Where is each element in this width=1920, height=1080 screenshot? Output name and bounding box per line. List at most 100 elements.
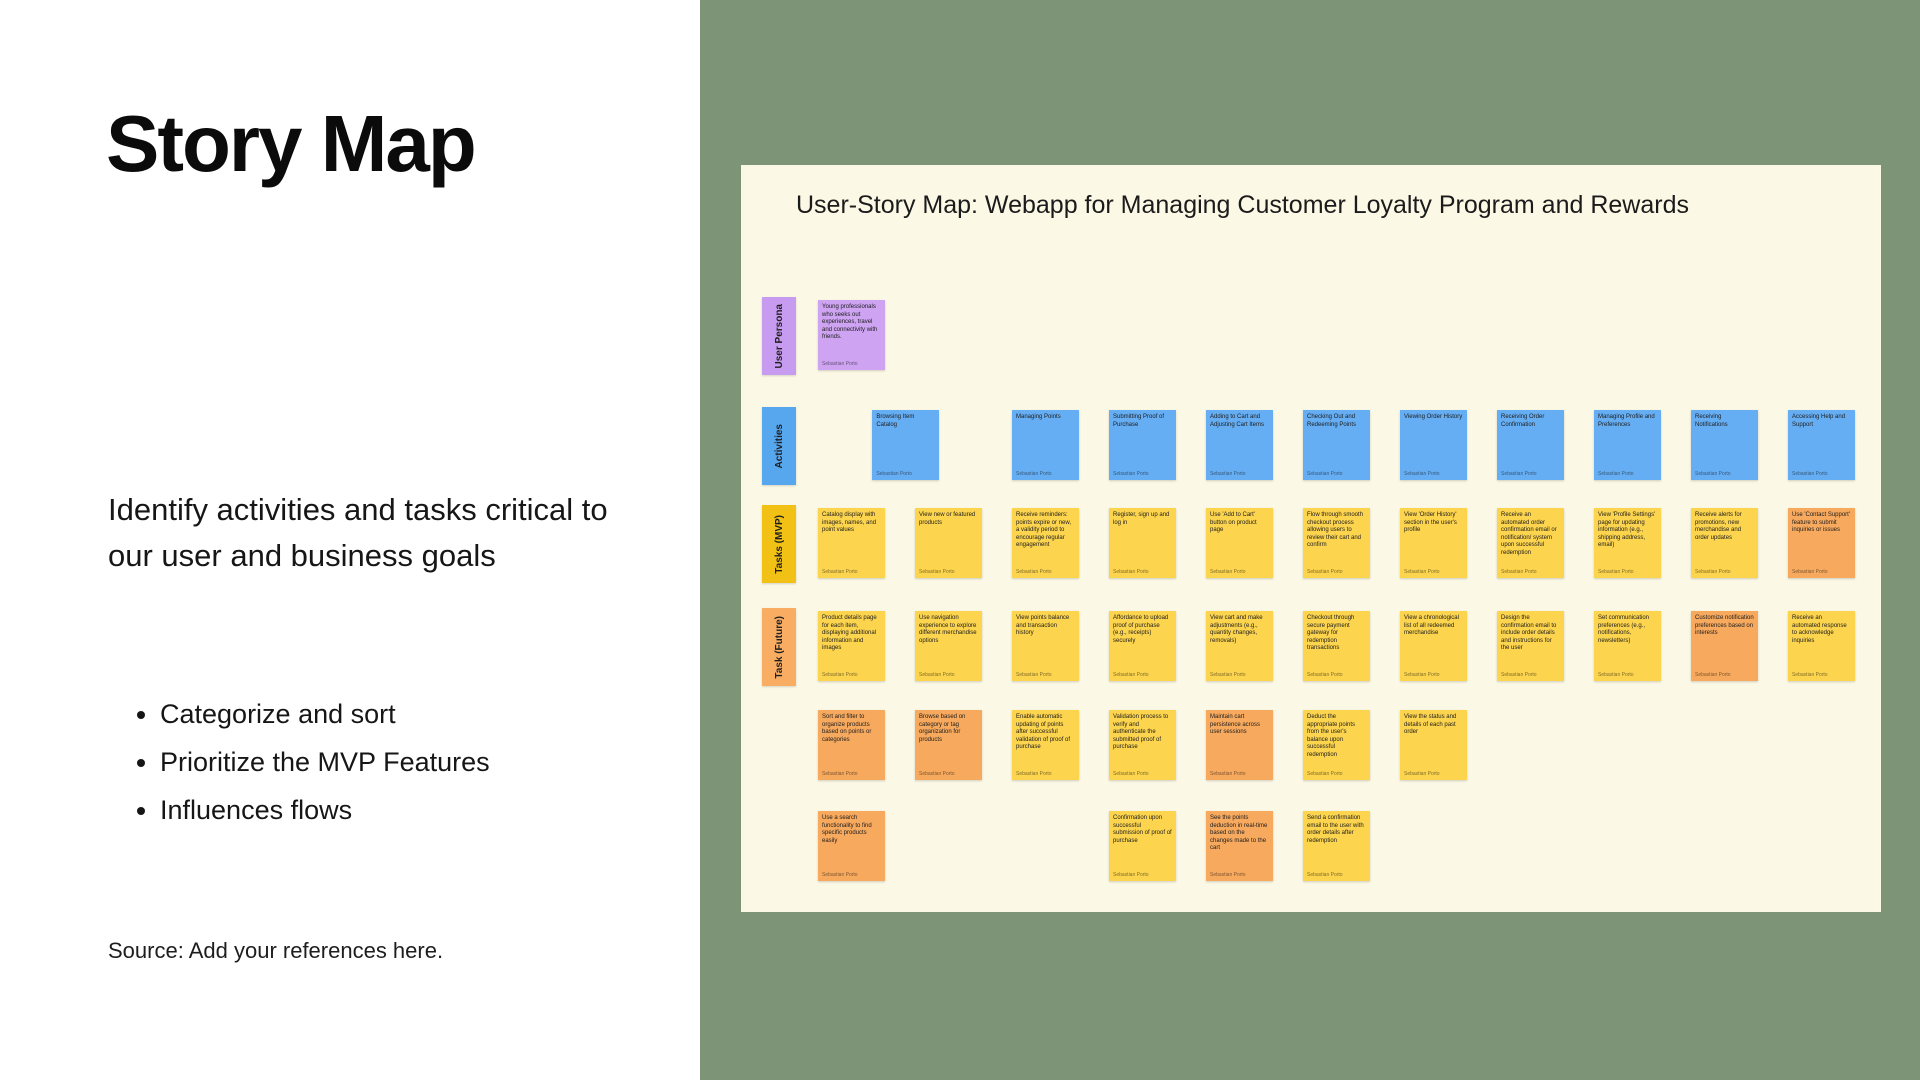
- sticky-note[interactable]: Use navigation experience to explore dif…: [915, 611, 982, 681]
- sticky-note[interactable]: View new or featured products Sebastian P…: [915, 508, 982, 578]
- sticky-note[interactable]: View points balance and transaction hist…: [1012, 611, 1079, 681]
- sticky-note-text: Register, sign up and log in: [1113, 512, 1170, 526]
- sticky-note[interactable]: Young professionals who seeks out experi…: [818, 300, 885, 370]
- row-label-user-persona[interactable]: User Persona: [762, 297, 796, 375]
- sticky-note-text: Deduct the appropriate points from the u…: [1307, 714, 1356, 758]
- sticky-note-author: Sebastian Porto: [1501, 672, 1537, 678]
- sticky-note[interactable]: Flow through smooth checkout process all…: [1303, 508, 1370, 578]
- sticky-note-author: Sebastian Porto: [1695, 569, 1731, 575]
- sticky-note[interactable]: Send a confirmation email to the user wi…: [1303, 811, 1370, 881]
- source-note: Source: Add your references here.: [108, 938, 444, 963]
- sticky-note[interactable]: Use a search functionality to find speci…: [818, 811, 885, 881]
- sticky-note[interactable]: Use 'Contact Support' feature to submit …: [1788, 508, 1855, 578]
- sticky-note[interactable]: View a chronological list of all redeeme…: [1400, 611, 1467, 681]
- sticky-note[interactable]: View cart and make adjustments (e.g., qu…: [1206, 611, 1273, 681]
- sticky-note[interactable]: Customize notification preferences based…: [1691, 611, 1758, 681]
- sticky-note-text: View 'Profile Settings' page for updatin…: [1598, 512, 1656, 548]
- sticky-note-author: Sebastian Porto: [1307, 771, 1343, 777]
- sticky-note[interactable]: Adding to Cart and Adjusting Cart Items S…: [1206, 410, 1273, 480]
- sticky-note-text: Use a search functionality to find speci…: [822, 815, 872, 844]
- sticky-note[interactable]: Receive alerts for promotions, new merch…: [1691, 508, 1758, 578]
- sticky-note-author: Sebastian Porto: [822, 872, 858, 878]
- row-label-task-future[interactable]: Task (Future): [762, 608, 796, 686]
- sticky-note-text: Checking Out and Redeeming Points: [1307, 414, 1357, 428]
- sticky-note[interactable]: Managing Profile and Preferences Sebastia…: [1594, 410, 1661, 480]
- sticky-note[interactable]: Design the confirmation email to include…: [1497, 611, 1564, 681]
- sticky-note[interactable]: Register, sign up and log in Sebastian Po…: [1109, 508, 1176, 578]
- sticky-note-author: Sebastian Porto: [1016, 771, 1052, 777]
- sticky-note[interactable]: Enable automatic updating of points afte…: [1012, 710, 1079, 780]
- sticky-note[interactable]: Receive an automated order confirmation …: [1497, 508, 1564, 578]
- sticky-note[interactable]: See the points deduction in real-time ba…: [1206, 811, 1273, 881]
- sticky-note-text: See the points deduction in real-time ba…: [1210, 815, 1268, 851]
- sticky-note-author: Sebastian Porto: [822, 672, 858, 678]
- sticky-note-author: Sebastian Porto: [1404, 771, 1440, 777]
- sticky-note[interactable]: Submitting Proof of Purchase Sebastian Po…: [1109, 410, 1176, 480]
- sticky-note-author: Sebastian Porto: [1307, 672, 1343, 678]
- sticky-note-author: Sebastian Porto: [1016, 569, 1052, 575]
- sticky-note-author: Sebastian Porto: [1113, 569, 1149, 575]
- bullet-item: Influences flows: [160, 791, 490, 830]
- sticky-note-text: Design the confirmation email to include…: [1501, 615, 1557, 651]
- sticky-note[interactable]: Confirmation upon successful submission …: [1109, 811, 1176, 881]
- bullet-list: Categorize and sort Prioritize the MVP F…: [138, 695, 490, 839]
- sticky-note-text: Browsing Item Catalog: [876, 414, 915, 428]
- sticky-note[interactable]: Receive reminders: points expire or new,…: [1012, 508, 1079, 578]
- sticky-note[interactable]: Set communication preferences (e.g., not…: [1594, 611, 1661, 681]
- sticky-note-author: Sebastian Porto: [1113, 872, 1149, 878]
- sticky-note-text: Enable automatic updating of points afte…: [1016, 714, 1071, 750]
- sticky-note-author: Sebastian Porto: [822, 361, 858, 367]
- sticky-note[interactable]: Accessing Help and Support Sebastian Port…: [1788, 410, 1855, 480]
- sticky-note[interactable]: Use 'Add to Cart' button on product page…: [1206, 508, 1273, 578]
- sticky-note-text: Set communication preferences (e.g., not…: [1598, 615, 1650, 644]
- sticky-note-text: Managing Points: [1016, 414, 1061, 420]
- sticky-note[interactable]: Viewing Order History Sebastian Porto: [1400, 410, 1467, 480]
- row-label-tasks-mvp[interactable]: Tasks (MVP): [762, 505, 796, 583]
- sticky-note-author: Sebastian Porto: [919, 771, 955, 777]
- slide-title: Story Map: [106, 99, 477, 188]
- sticky-note[interactable]: Product details page for each item, disp…: [818, 611, 885, 681]
- sticky-note-text: Accessing Help and Support: [1792, 414, 1846, 428]
- sticky-note[interactable]: Affordance to upload proof of purchase (…: [1109, 611, 1176, 681]
- sticky-note-text: Managing Profile and Preferences: [1598, 414, 1655, 428]
- sticky-note-author: Sebastian Porto: [1210, 672, 1246, 678]
- row-label-text: User Persona: [773, 303, 785, 369]
- sticky-note-text: Receive an automated response to acknowl…: [1792, 615, 1847, 644]
- sticky-note[interactable]: Validation process to verify and authent…: [1109, 710, 1176, 780]
- sticky-note[interactable]: Sort and filter to organize products bas…: [818, 710, 885, 780]
- sticky-note-text: Viewing Order History: [1404, 414, 1463, 420]
- slide-description: Identify activities and tasks critical t…: [108, 492, 608, 573]
- sticky-note[interactable]: Browse based on category or tag organiza…: [915, 710, 982, 780]
- sticky-note[interactable]: Receiving Notifications Sebastian Porto: [1691, 410, 1758, 480]
- sticky-note-author: Sebastian Porto: [1501, 569, 1537, 575]
- sticky-note-text: Affordance to upload proof of purchase (…: [1113, 615, 1169, 644]
- sticky-note[interactable]: Receiving Order Confirmation Sebastian Po…: [1497, 410, 1564, 480]
- sticky-note[interactable]: Catalog display with images, names, and …: [818, 508, 885, 578]
- sticky-note-text: Receiving Notifications: [1695, 414, 1728, 428]
- sticky-note-text: Receiving Order Confirmation: [1501, 414, 1545, 428]
- sticky-note[interactable]: View 'Profile Settings' page for updatin…: [1594, 508, 1661, 578]
- sticky-note[interactable]: Browsing Item Catalog Sebastian Porto: [872, 410, 940, 480]
- sticky-note[interactable]: Deduct the appropriate points from the u…: [1303, 710, 1370, 780]
- sticky-note-text: Use navigation experience to explore dif…: [919, 615, 977, 644]
- sticky-note-text: Catalog display with images, names, and …: [822, 512, 877, 533]
- sticky-note-text: Use 'Add to Cart' button on product page: [1210, 512, 1257, 533]
- sticky-note-author: Sebastian Porto: [1113, 471, 1149, 477]
- sticky-note-author: Sebastian Porto: [822, 569, 858, 575]
- sticky-note[interactable]: Receive an automated response to acknowl…: [1788, 611, 1855, 681]
- sticky-note[interactable]: Maintain cart persistence across user se…: [1206, 710, 1273, 780]
- sticky-note-text: Use 'Contact Support' feature to submit …: [1792, 512, 1850, 533]
- row-label-activities[interactable]: Activities: [762, 407, 796, 485]
- sticky-note[interactable]: Checking Out and Redeeming Points Sebasti…: [1303, 410, 1370, 480]
- sticky-note[interactable]: Managing Points Sebastian Porto: [1012, 410, 1079, 480]
- sticky-note-text: View points balance and transaction hist…: [1016, 615, 1070, 636]
- sticky-note[interactable]: Checkout through secure payment gateway …: [1303, 611, 1370, 681]
- row-label-text: Activities: [773, 423, 785, 469]
- sticky-note-author: Sebastian Porto: [1792, 672, 1828, 678]
- sticky-note[interactable]: View the status and details of each past…: [1400, 710, 1467, 780]
- sticky-note[interactable]: View 'Order History' section in the user…: [1400, 508, 1467, 578]
- sticky-note-author: Sebastian Porto: [1598, 672, 1634, 678]
- sticky-note-author: Sebastian Porto: [1016, 471, 1052, 477]
- bullet-item: Prioritize the MVP Features: [160, 743, 490, 782]
- sticky-note-text: Browse based on category or tag organiza…: [919, 714, 966, 743]
